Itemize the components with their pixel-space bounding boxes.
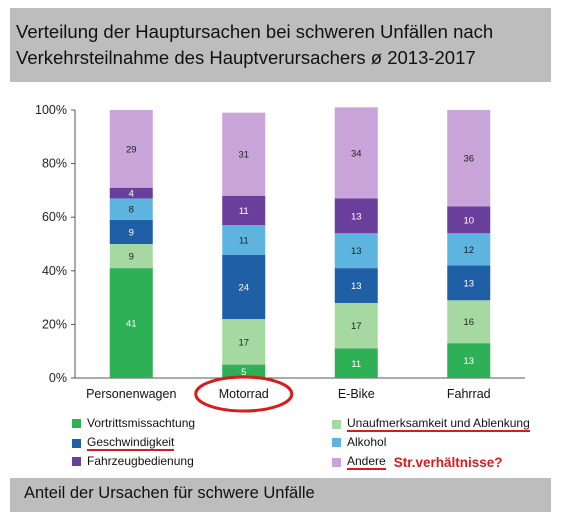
bar-segment: [222, 225, 266, 255]
bar-segment: [447, 110, 491, 207]
legend-label: Alkohol: [347, 435, 387, 449]
bar-segment: [334, 107, 378, 199]
legend-label: Unaufmerksamkeit und Ablenkung: [347, 416, 530, 432]
bar-value-label: 10: [463, 215, 474, 226]
x-category-label: E-Bike: [338, 387, 375, 401]
bar-value-label: 17: [238, 337, 249, 348]
y-tick-label: 60%: [42, 210, 67, 224]
bar-segment: [222, 195, 266, 226]
bar-value-label: 24: [238, 282, 249, 293]
bar-segment: [447, 343, 491, 378]
bar-value-label: 13: [463, 356, 474, 367]
bar-segment: [109, 268, 153, 378]
y-tick-label: 100%: [35, 103, 67, 117]
footer-caption: Anteil der Ursachen für schwere Unfälle: [10, 478, 551, 512]
y-tick-label: 40%: [42, 264, 67, 278]
bar-value-label: 9: [129, 252, 134, 263]
bar-segment: [109, 244, 153, 269]
bar-value-label: 8: [129, 205, 134, 216]
x-category-label: Fahrrad: [447, 387, 491, 401]
legend-item-alkohol: Alkohol: [332, 435, 386, 449]
bar-segment: [334, 348, 378, 378]
legend-item-andere: Andere Str.verhältnisse?: [332, 454, 503, 470]
bar-value-label: 13: [351, 211, 362, 222]
legend-item-fahrzeugbedienung: Fahrzeugbedienung: [72, 454, 194, 468]
y-tick-label: 20%: [42, 317, 67, 331]
legend-swatch: [332, 419, 341, 429]
bar-segment: [109, 187, 153, 199]
legend-swatch: [72, 456, 81, 466]
chart-title-line-1: Verteilung der Hauptursachen bei schwere…: [16, 21, 494, 42]
y-tick-label: 80%: [42, 157, 67, 171]
bar-value-label: 11: [239, 206, 249, 217]
bar-segment: [222, 112, 266, 196]
bar-segment: [447, 206, 491, 234]
legend-swatch: [332, 457, 341, 467]
bar-segment: [222, 364, 266, 378]
legend-item-vortrittsmissachtung: Vortrittsmissachtung: [72, 416, 195, 430]
bar-value-label: 41: [126, 319, 137, 330]
bar-segment: [109, 110, 153, 188]
bar-segment: [334, 268, 378, 303]
bar-value-label: 4: [129, 189, 134, 200]
legend-label: Geschwindigkeit: [87, 435, 175, 451]
chart-title-line-2: Verkehrsteilnahme des Hauptverursachers …: [16, 47, 476, 68]
y-tick-label: 0%: [49, 371, 67, 385]
bar-value-label: 36: [463, 154, 474, 165]
legend-item-unaufmerksamkeit: Unaufmerksamkeit und Ablenkung: [332, 416, 530, 432]
bar-segment: [334, 233, 378, 269]
bar-value-label: 16: [463, 317, 474, 328]
stacked-bar-chart: 0% 20% 40% 60% 80% 100% 41 9 9 8 4 29 Personenwagen 5…: [35, 103, 525, 413]
bar-value-label: 13: [351, 246, 362, 257]
bar-segment: [222, 254, 266, 320]
bar-value-label: 31: [238, 150, 249, 161]
legend-label: Andere: [347, 454, 386, 470]
chart-legend: Vortrittsmissachtung Unaufmerksamkeit un…: [72, 416, 552, 476]
bar-value-label: 17: [351, 321, 362, 332]
x-category-label: Motorrad: [219, 387, 269, 401]
bar-value-label: 13: [351, 281, 362, 292]
bar-value-label: 34: [351, 148, 362, 159]
highlight-ellipse: [194, 375, 294, 413]
bar-segment: [447, 265, 491, 301]
bar-value-label: 12: [463, 245, 474, 256]
legend-swatch: [332, 437, 341, 447]
bar-value-label: 9: [129, 227, 134, 238]
bar-segment: [447, 300, 491, 344]
legend-label: Vortrittsmissachtung: [87, 416, 196, 430]
bar-value-label: 5: [241, 367, 246, 378]
legend-swatch: [72, 418, 81, 428]
bar-value-label: 13: [463, 278, 474, 289]
x-category-label: Personenwagen: [86, 387, 176, 401]
bar-segment: [334, 198, 378, 234]
bar-segment: [447, 233, 491, 266]
bar-segment: [109, 198, 153, 220]
bar-segment: [109, 219, 153, 244]
chart-title: Verteilung der Hauptursachen bei schwere…: [10, 8, 551, 82]
legend-swatch: [72, 438, 81, 448]
road-conditions-annotation: Str.verhältnisse?: [393, 454, 503, 470]
bar-value-label: 29: [126, 144, 137, 155]
legend-label: Fahrzeugbedienung: [87, 454, 194, 468]
bar-value-label: 11: [239, 235, 249, 246]
bar-segment: [334, 302, 378, 349]
legend-item-geschwindigkeit: Geschwindigkeit: [72, 435, 175, 451]
bar-value-label: 11: [351, 359, 361, 370]
bar-segment: [222, 319, 266, 365]
